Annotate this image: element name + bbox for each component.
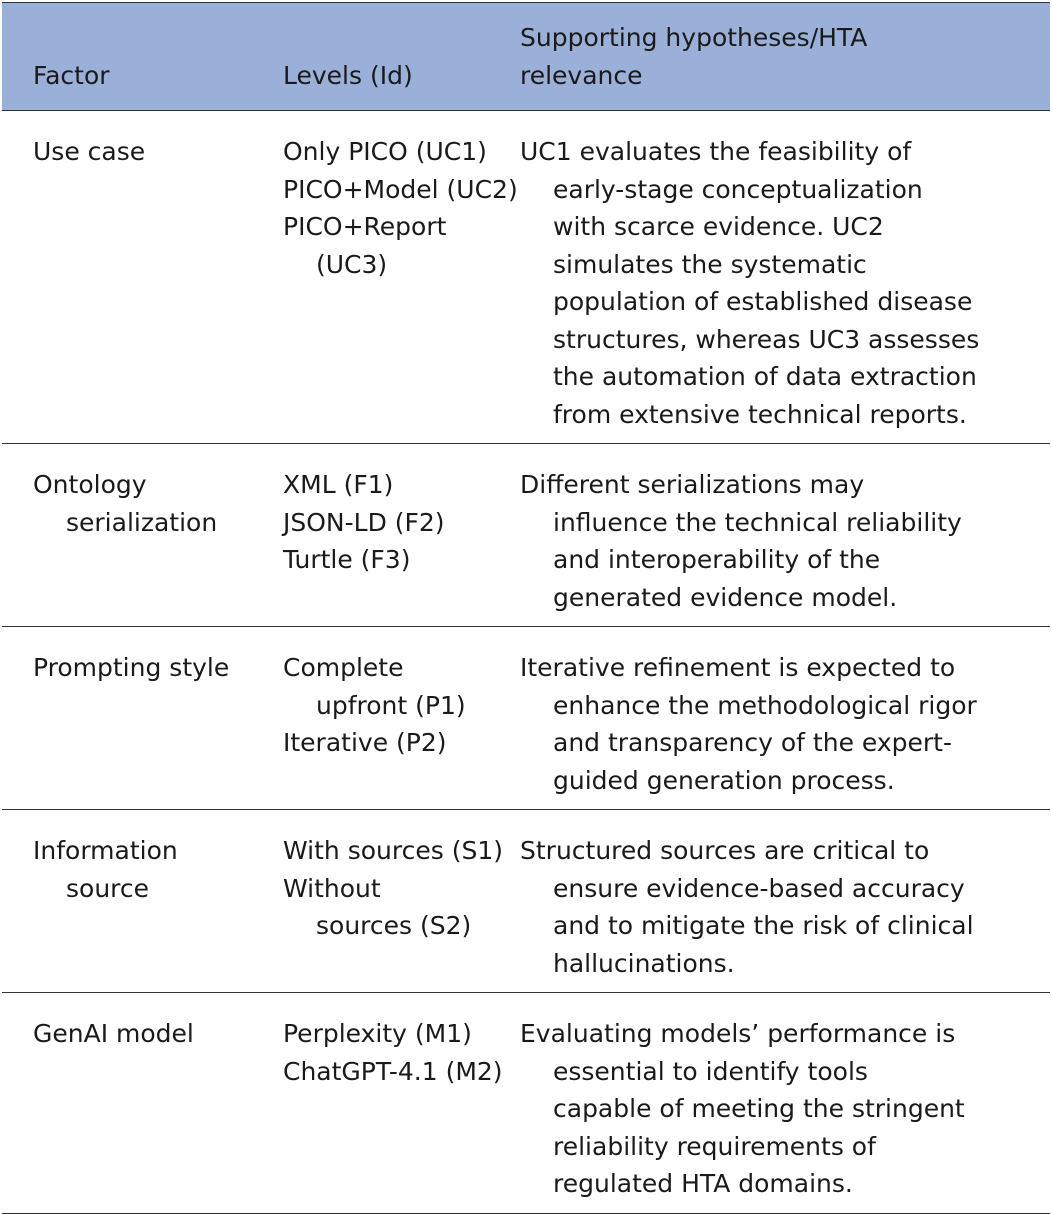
relevance-line: structures, whereas UC3 assesses <box>553 324 980 354</box>
table-row: Ontology serialization XML (F1) JSON-LD (F2… <box>2 444 1050 627</box>
factor-line: Information <box>33 836 178 865</box>
relevance-cell: Evaluating models’ performance is essenti… <box>520 993 1050 1214</box>
relevance-line: Structured sources are critical to <box>520 836 930 865</box>
relevance-line: early-stage conceptualization <box>553 174 923 204</box>
relevance-line: simulates the systematic <box>553 249 867 279</box>
level-item: PICO+Report <box>283 212 447 241</box>
level-item: upfront (P1) <box>316 690 466 720</box>
relevance-line: guided generation process. <box>553 765 895 795</box>
factor-cell: Prompting style <box>2 627 252 810</box>
relevance-line: capable of meeting the stringent <box>553 1094 965 1123</box>
factor-cell: GenAI model <box>2 993 252 1214</box>
level-item: Iterative (P2) <box>283 728 447 757</box>
factor-cell: Information source <box>2 810 252 993</box>
relevance-line: essential to identify tools <box>553 1056 868 1086</box>
relevance-line: ensure evidence-based accuracy <box>553 873 965 903</box>
header-row: Factor Levels (Id) Supporting hypotheses… <box>2 2 1050 111</box>
levels-cell: Complete upfront (P1) Iterative (P2) <box>252 627 520 810</box>
relevance-line: enhance the methodological rigor <box>553 690 977 720</box>
table-row: Use case Only PICO (UC1) PICO+Model (UC2) P… <box>2 111 1050 444</box>
relevance-line: generated evidence model. <box>553 582 898 612</box>
relevance-line: population of established disease <box>553 287 973 316</box>
level-item: JSON-LD (F2) <box>283 507 445 537</box>
header-relevance-line-1: Supporting hypotheses/HTA <box>520 23 868 52</box>
header-relevance-line-2: relevance <box>520 60 643 90</box>
relevance-cell: UC1 evaluates the feasibility of early-st… <box>520 111 1050 444</box>
relevance-line: and transparency of the expert- <box>553 728 952 757</box>
factor-cell: Ontology serialization <box>2 444 252 627</box>
relevance-line: hallucinations. <box>553 948 735 978</box>
factor-line: source <box>66 873 150 903</box>
levels-cell: With sources (S1) Without sources (S2) <box>252 810 520 993</box>
factor-line: Use case <box>33 137 146 166</box>
levels-cell: Perplexity (M1) ChatGPT-4.1 (M2) <box>252 993 520 1214</box>
factor-line: serialization <box>66 507 218 537</box>
level-item: Perplexity (M1) <box>283 1019 472 1048</box>
relevance-line: Iterative refinement is expected to <box>520 653 956 682</box>
relevance-line: influence the technical reliability <box>553 507 962 537</box>
levels-cell: Only PICO (UC1) PICO+Model (UC2) PICO+Repo… <box>252 111 520 444</box>
level-item: Without <box>283 873 381 903</box>
level-item: (UC3) <box>316 249 388 279</box>
level-item: sources (S2) <box>316 911 472 940</box>
relevance-line: Evaluating models’ performance is <box>520 1019 956 1048</box>
relevance-cell: Different serializations may influence th… <box>520 444 1050 627</box>
relevance-line: regulated HTA domains. <box>553 1169 853 1198</box>
level-item: Turtle (F3) <box>283 545 411 574</box>
table-row: Prompting style Complete upfront (P1) Itera… <box>2 627 1050 810</box>
level-item: PICO+Model (UC2) <box>283 174 518 204</box>
factor-line: Ontology <box>33 470 147 499</box>
level-item: XML (F1) <box>283 470 394 499</box>
relevance-line: from extensive technical reports. <box>553 399 967 429</box>
relevance-line: and interoperability of the <box>553 545 881 574</box>
levels-cell: XML (F1) JSON-LD (F2) Turtle (F3) <box>252 444 520 627</box>
header-factor: Factor <box>2 2 252 111</box>
relevance-line: the automation of data extraction <box>553 362 977 391</box>
factor-line: Prompting style <box>33 653 230 682</box>
relevance-cell: Iterative refinement is expected to enhan… <box>520 627 1050 810</box>
header-levels: Levels (Id) <box>252 2 520 111</box>
factor-cell: Use case <box>2 111 252 444</box>
relevance-line: with scarce evidence. UC2 <box>553 212 884 241</box>
relevance-line: UC1 evaluates the feasibility of <box>520 137 912 166</box>
relevance-line: reliability requirements of <box>553 1131 876 1161</box>
table-header: Factor Levels (Id) Supporting hypotheses… <box>2 2 1050 111</box>
level-item: Only PICO (UC1) <box>283 137 487 166</box>
level-item: With sources (S1) <box>283 836 503 865</box>
header-relevance: Supporting hypotheses/HTA relevance <box>520 2 1050 111</box>
table-row: GenAI model Perplexity (M1) ChatGPT-4.1 (M… <box>2 993 1050 1214</box>
level-item: Complete <box>283 653 404 682</box>
level-item: ChatGPT-4.1 (M2) <box>283 1056 503 1086</box>
relevance-line: Different serializations may <box>520 470 865 499</box>
table-row: Information source With sources (S1) Withou… <box>2 810 1050 993</box>
relevance-line: and to mitigate the risk of clinical <box>553 911 974 940</box>
relevance-cell: Structured sources are critical to ensure… <box>520 810 1050 993</box>
table-body: Use case Only PICO (UC1) PICO+Model (UC2) P… <box>2 111 1050 1214</box>
factor-line: GenAI model <box>33 1019 194 1048</box>
